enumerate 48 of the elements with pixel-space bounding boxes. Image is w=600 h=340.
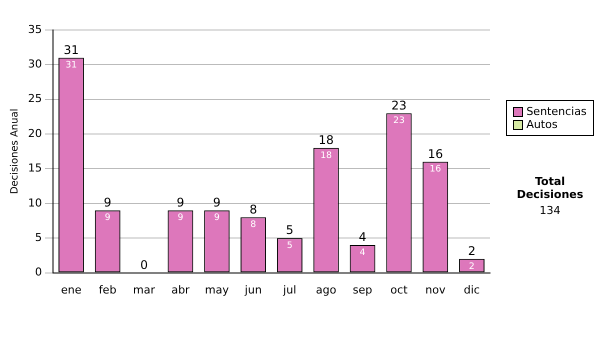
x-tick-label: oct [390,283,408,296]
x-tick-label: jun [244,283,262,296]
x-tick-label: feb [98,283,116,296]
y-tick-label: 20 [28,126,42,140]
total-label: 8 [249,202,258,216]
total-label: 23 [391,98,407,112]
data-label: 9 [178,213,184,224]
y-tick-label: 15 [28,162,42,175]
data-label: 5 [286,240,293,251]
x-tick-label: ene [60,283,82,296]
data-label: 4 [360,248,366,258]
y-tick-label: 25 [28,92,42,106]
x-tick-label: mar [133,283,156,296]
total-label: 16 [428,146,444,161]
y-tick-label: 5 [34,230,42,244]
total-label: 5 [286,223,294,238]
total-label: 9 [176,195,184,210]
x-tick-label: sep [352,283,372,296]
data-label: 31 [65,60,77,71]
y-tick-label: 35 [28,22,42,36]
y-axis-title: Decisiones Anual [10,108,21,194]
data-label: 9 [214,213,220,224]
text: 134 [538,204,562,217]
x-tick-label: dic [464,283,480,296]
data-label: 23 [393,116,405,126]
legend-label: Sentencias [525,105,587,118]
total-label: 4 [358,230,366,244]
total-label: 0 [140,258,148,272]
text: Total Decisiones [516,175,584,201]
total-label: 9 [104,195,112,210]
legend-label: Autos [525,118,559,131]
data-label: 8 [250,220,256,230]
x-tick-label: ago [316,283,337,296]
y-tick-label: 0 [34,266,42,279]
total-label: 18 [318,133,334,148]
data-label: 16 [430,164,442,175]
x-tick-label: nov [425,283,446,296]
y-tick-label: 10 [28,196,42,210]
y-tick-label: 30 [28,58,42,71]
x-tick-label: jul [282,283,296,296]
total-label: 31 [64,42,79,57]
data-label: 18 [320,150,332,161]
x-tick-label: abr [171,283,190,296]
data-label: 2 [468,262,475,272]
x-tick-label: may [204,283,230,296]
total-label: 9 [213,195,221,210]
data-label: 9 [104,213,111,224]
total-label: 2 [468,244,476,258]
